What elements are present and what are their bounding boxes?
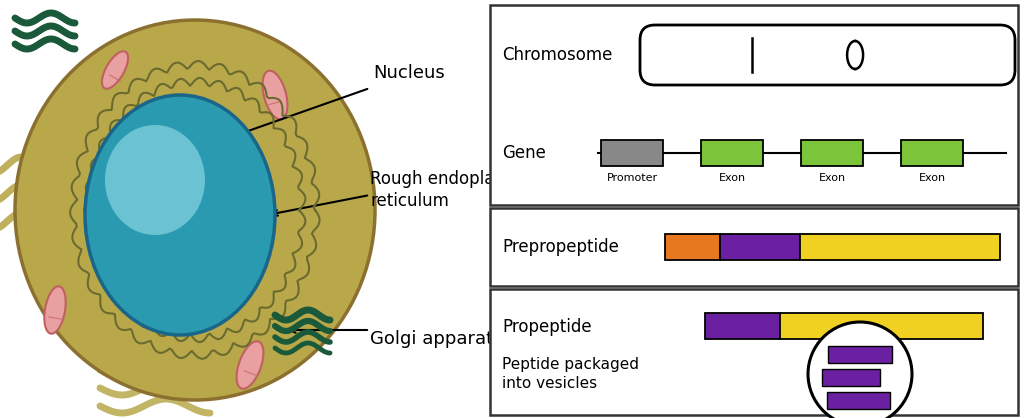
Bar (665, 234, 720, 260)
Text: Propeptide: Propeptide (502, 318, 592, 336)
Text: Nucleus: Nucleus (373, 64, 444, 82)
Bar (828, 346, 892, 363)
Bar (901, 140, 963, 166)
Ellipse shape (237, 341, 263, 389)
Text: Promoter: Promoter (606, 173, 657, 183)
Bar (780, 313, 983, 339)
Bar (490, 5, 1018, 205)
Bar (601, 140, 663, 166)
Text: Rough endoplasmic
reticulum: Rough endoplasmic reticulum (370, 170, 534, 210)
Circle shape (808, 322, 912, 418)
Text: Chromosome: Chromosome (502, 46, 612, 64)
Bar (822, 369, 880, 386)
Ellipse shape (102, 51, 128, 89)
Ellipse shape (44, 286, 66, 334)
Bar (801, 140, 863, 166)
Bar (705, 313, 780, 339)
Bar (490, 208, 1018, 286)
FancyBboxPatch shape (640, 25, 1015, 85)
Text: Peptide packaged
into vesicles: Peptide packaged into vesicles (502, 357, 639, 391)
Ellipse shape (15, 20, 375, 400)
Text: Exon: Exon (818, 173, 846, 183)
Bar (701, 140, 763, 166)
Text: Exon: Exon (919, 173, 945, 183)
Ellipse shape (85, 95, 275, 335)
Bar (827, 392, 890, 409)
Text: Prepropeptide: Prepropeptide (502, 238, 618, 256)
Text: Golgi apparatus: Golgi apparatus (370, 330, 514, 348)
Bar (800, 234, 1000, 260)
Text: Gene: Gene (502, 144, 546, 162)
Bar (720, 234, 800, 260)
Ellipse shape (105, 125, 205, 235)
Ellipse shape (262, 71, 288, 119)
Bar (490, 289, 1018, 415)
Text: Exon: Exon (719, 173, 745, 183)
